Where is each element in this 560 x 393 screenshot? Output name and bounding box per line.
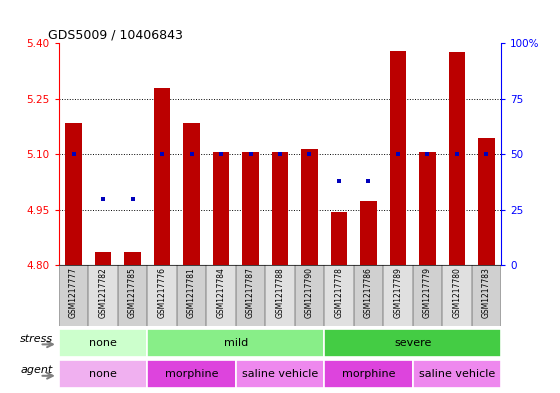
Bar — [390, 51, 406, 265]
Bar — [206, 265, 236, 326]
Bar — [449, 53, 465, 265]
Bar — [59, 329, 147, 357]
Text: GSM1217783: GSM1217783 — [482, 267, 491, 318]
Text: saline vehicle: saline vehicle — [419, 369, 495, 379]
Text: morphine: morphine — [165, 369, 218, 379]
Text: GDS5009 / 10406843: GDS5009 / 10406843 — [48, 28, 183, 41]
Text: none: none — [89, 369, 117, 379]
Text: GSM1217780: GSM1217780 — [452, 267, 461, 318]
Text: GSM1217787: GSM1217787 — [246, 267, 255, 318]
Text: severe: severe — [394, 338, 431, 348]
Text: morphine: morphine — [342, 369, 395, 379]
Bar — [413, 360, 501, 388]
Bar — [383, 265, 413, 326]
Text: GSM1217789: GSM1217789 — [394, 267, 403, 318]
Bar — [324, 265, 354, 326]
Bar — [413, 265, 442, 326]
Text: stress: stress — [20, 334, 53, 344]
Text: GSM1217782: GSM1217782 — [99, 267, 108, 318]
Bar — [324, 329, 501, 357]
Bar — [361, 200, 376, 265]
Bar — [213, 152, 229, 265]
Bar — [184, 123, 199, 265]
Bar — [88, 265, 118, 326]
Bar — [301, 149, 318, 265]
Text: GSM1217779: GSM1217779 — [423, 267, 432, 318]
Bar — [118, 265, 147, 326]
Bar — [419, 152, 436, 265]
Bar — [272, 152, 288, 265]
Bar — [95, 252, 111, 265]
Bar — [147, 360, 236, 388]
Bar — [236, 360, 324, 388]
Bar — [59, 360, 147, 388]
Text: GSM1217778: GSM1217778 — [334, 267, 343, 318]
Text: GSM1217781: GSM1217781 — [187, 267, 196, 318]
Text: GSM1217784: GSM1217784 — [217, 267, 226, 318]
Text: GSM1217776: GSM1217776 — [157, 267, 166, 318]
Bar — [265, 265, 295, 326]
Bar — [472, 265, 501, 326]
Bar — [147, 329, 324, 357]
Bar — [154, 88, 170, 265]
Bar — [59, 265, 88, 326]
Text: GSM1217785: GSM1217785 — [128, 267, 137, 318]
Text: GSM1217788: GSM1217788 — [276, 267, 284, 318]
Bar — [354, 265, 383, 326]
Text: agent: agent — [21, 365, 53, 375]
Bar — [478, 138, 494, 265]
Bar — [236, 265, 265, 326]
Bar — [442, 265, 472, 326]
Text: mild: mild — [223, 338, 248, 348]
Bar — [324, 360, 413, 388]
Bar — [295, 265, 324, 326]
Bar — [66, 123, 82, 265]
Bar — [242, 152, 259, 265]
Text: none: none — [89, 338, 117, 348]
Text: GSM1217786: GSM1217786 — [364, 267, 373, 318]
Bar — [147, 265, 177, 326]
Text: saline vehicle: saline vehicle — [242, 369, 318, 379]
Text: GSM1217790: GSM1217790 — [305, 267, 314, 318]
Bar — [331, 211, 347, 265]
Bar — [177, 265, 206, 326]
Text: GSM1217777: GSM1217777 — [69, 267, 78, 318]
Bar — [124, 252, 141, 265]
